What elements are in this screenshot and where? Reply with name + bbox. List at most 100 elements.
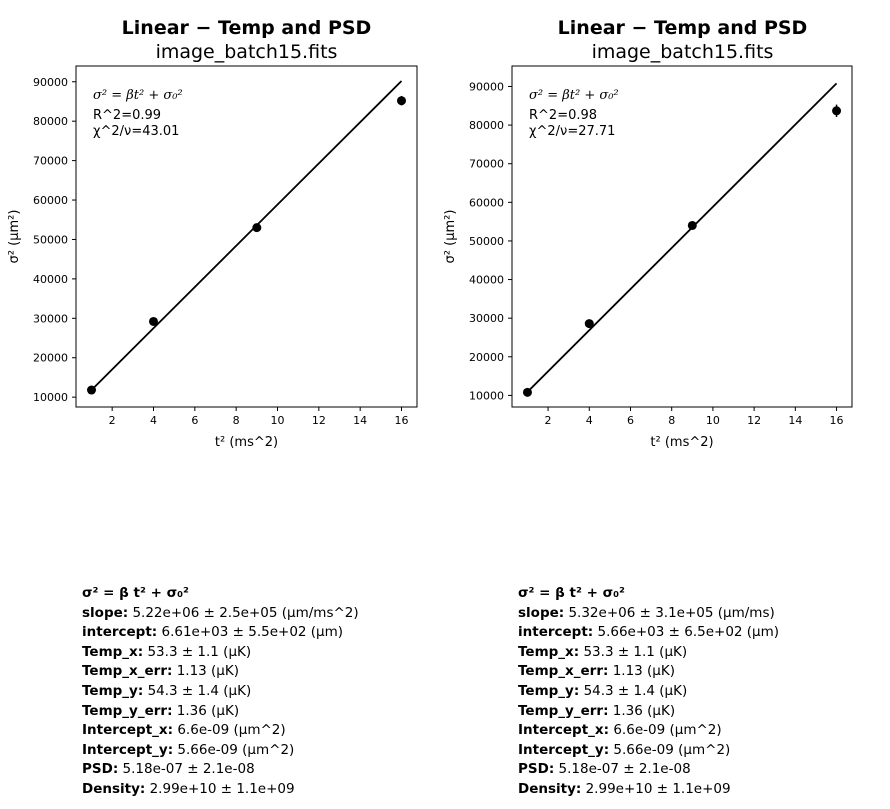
fit-result-label: Temp_y_err: — [82, 702, 173, 719]
chart-plot-right: 2 4 6 8 10 12 14 16 10000 20000 30000 40000 50000 600… — [443, 65, 853, 450]
fit-result-label: Density: — [518, 780, 582, 797]
y-tick-label: 10000 — [469, 389, 504, 402]
fit-result-value: 5.66e+03 ± 6.5e+02 (μm) — [597, 624, 780, 641]
y-tick-label: 50000 — [33, 233, 68, 246]
chi-squared-annotation: χ^2/ν=43.01 — [93, 124, 179, 139]
fit-result-label: Temp_x: — [82, 643, 144, 660]
y-tick-label: 10000 — [33, 391, 68, 404]
fit-result-label: Temp_x: — [518, 643, 580, 660]
x-tick-label: 8 — [233, 414, 240, 427]
fit-results-left: σ² = β t² + σ₀² slope: 5.22e+06 ± 2.5e+0… — [82, 584, 359, 800]
fit-result-row: Intercept_y: 5.66e-09 (μm^2) — [82, 741, 359, 761]
fit-result-value: 1.13 (μK) — [176, 663, 240, 680]
fit-result-row: Temp_x: 53.3 ± 1.1 (μK) — [518, 643, 779, 663]
fit-result-value: 5.18e-07 ± 2.1e-08 — [122, 761, 255, 778]
fit-result-label: Temp_x_err: — [82, 663, 173, 680]
chart-title: Linear − Temp and PSD — [557, 17, 808, 39]
data-point — [687, 220, 697, 230]
chart-subtitle: image_batch15.fits — [155, 41, 338, 63]
x-tick-label: 10 — [271, 414, 285, 427]
fit-result-value: 1.13 (μK) — [612, 663, 676, 680]
y-tick-label: 50000 — [469, 235, 504, 248]
fit-result-row: Temp_x_err: 1.13 (μK) — [82, 662, 359, 682]
y-tick-label: 90000 — [33, 76, 68, 89]
x-tick-label: 16 — [830, 414, 844, 427]
x-tick-label: 2 — [109, 414, 116, 427]
chart-subtitle: image_batch15.fits — [591, 41, 774, 63]
fit-result-label: Temp_x_err: — [518, 663, 609, 680]
fit-result-value: 1.36 (μK) — [176, 702, 240, 719]
fit-result-value: 5.32e+06 ± 3.1e+05 (μm/ms) — [568, 604, 775, 621]
fit-result-row: intercept: 6.61e+03 ± 5.5e+02 (μm) — [82, 623, 359, 643]
fit-result-row: slope: 5.22e+06 ± 2.5e+05 (μm/ms^2) — [82, 604, 359, 624]
y-tick-label: 30000 — [469, 312, 504, 325]
x-tick-label: 6 — [191, 414, 198, 427]
fit-result-row: Density: 2.99e+10 ± 1.1e+09 — [518, 780, 779, 800]
y-tick-label: 40000 — [33, 273, 68, 286]
fit-result-label: Intercept_x: — [518, 722, 610, 739]
fit-result-value: 53.3 ± 1.1 (μK) — [583, 643, 688, 660]
fit-result-value: 5.22e+06 ± 2.5e+05 (μm/ms^2) — [132, 604, 359, 621]
fit-result-label: intercept: — [518, 624, 594, 641]
x-tick-label: 6 — [627, 414, 634, 427]
y-tick-label: 60000 — [33, 194, 68, 207]
fit-result-label: Intercept_y: — [518, 741, 610, 758]
x-tick-label: 12 — [747, 414, 761, 427]
fit-result-label: Temp_y_err: — [518, 702, 609, 719]
fit-result-row: PSD: 5.18e-07 ± 2.1e-08 — [518, 760, 779, 780]
x-tick-label: 2 — [545, 414, 552, 427]
fit-result-value: 5.66e-09 (μm^2) — [177, 741, 295, 758]
y-tick-label: 30000 — [33, 312, 68, 325]
x-tick-label: 4 — [586, 414, 593, 427]
data-point — [397, 96, 406, 106]
fit-result-value: 6.61e+03 ± 5.5e+02 (μm) — [161, 624, 344, 641]
fit-result-value: 5.18e-07 ± 2.1e-08 — [558, 761, 691, 778]
fit-result-value: 53.3 ± 1.1 (μK) — [147, 643, 252, 660]
fit-result-row: Temp_x: 53.3 ± 1.1 (μK) — [82, 643, 359, 663]
y-tick-label: 80000 — [33, 115, 68, 128]
fit-result-value: 54.3 ± 1.4 (μK) — [147, 682, 252, 699]
fit-result-label: Temp_y: — [518, 682, 580, 699]
data-point — [87, 385, 96, 395]
fit-result-row: Temp_x_err: 1.13 (μK) — [518, 662, 779, 682]
fit-result-value: 2.99e+10 ± 1.1e+09 — [585, 780, 731, 797]
y-tick-label: 70000 — [33, 155, 68, 168]
fit-result-value: 6.6e-09 (μm^2) — [177, 722, 286, 739]
fit-formula-header: σ² = β t² + σ₀² — [82, 585, 189, 601]
fit-result-row: Temp_y: 54.3 ± 1.4 (μK) — [82, 682, 359, 702]
y-tick-label: 60000 — [469, 196, 504, 209]
data-point — [522, 387, 532, 397]
fit-result-label: PSD: — [518, 761, 555, 778]
r-squared-annotation: R^2=0.99 — [93, 108, 161, 123]
fit-formula-annotation: σ² = βt² + σ₀² — [93, 88, 183, 103]
y-tick-label: 70000 — [469, 158, 504, 171]
x-tick-label: 10 — [706, 414, 720, 427]
y-tick-label: 80000 — [469, 119, 504, 132]
fit-results-right: σ² = β t² + σ₀² slope: 5.32e+06 ± 3.1e+0… — [518, 584, 779, 800]
fit-result-value: 1.36 (μK) — [612, 702, 676, 719]
fit-result-label: slope: — [82, 604, 129, 621]
fit-result-label: PSD: — [82, 761, 119, 778]
fit-result-label: slope: — [518, 604, 565, 621]
x-axis-label: t² (ms^2) — [215, 435, 278, 450]
fit-result-value: 2.99e+10 ± 1.1e+09 — [149, 780, 295, 797]
data-point — [584, 319, 594, 329]
fit-result-label: Temp_y: — [82, 682, 144, 699]
fit-line — [526, 82, 838, 393]
fit-result-label: Intercept_y: — [82, 741, 174, 758]
chi-squared-annotation: χ^2/ν=27.71 — [529, 124, 615, 139]
fit-result-row: Temp_y: 54.3 ± 1.4 (μK) — [518, 682, 779, 702]
fit-result-value: 54.3 ± 1.4 (μK) — [583, 682, 688, 699]
fit-line — [90, 80, 403, 391]
fit-result-label: Intercept_x: — [82, 722, 174, 739]
chart-plot-left: 2 4 6 8 10 12 14 16 10000 20000 30000 40000 50000 600… — [7, 65, 418, 450]
chart-right: Linear − Temp and PSD image_batch15.fits… — [436, 0, 890, 460]
fit-result-label: Density: — [82, 780, 146, 797]
x-tick-label: 16 — [395, 414, 409, 427]
plot-frame — [511, 65, 853, 408]
x-tick-label: 8 — [668, 414, 675, 427]
x-tick-label: 12 — [312, 414, 326, 427]
fit-result-row: Temp_y_err: 1.36 (μK) — [82, 702, 359, 722]
y-tick-label: 20000 — [469, 351, 504, 364]
x-axis-label: t² (ms^2) — [650, 435, 713, 450]
